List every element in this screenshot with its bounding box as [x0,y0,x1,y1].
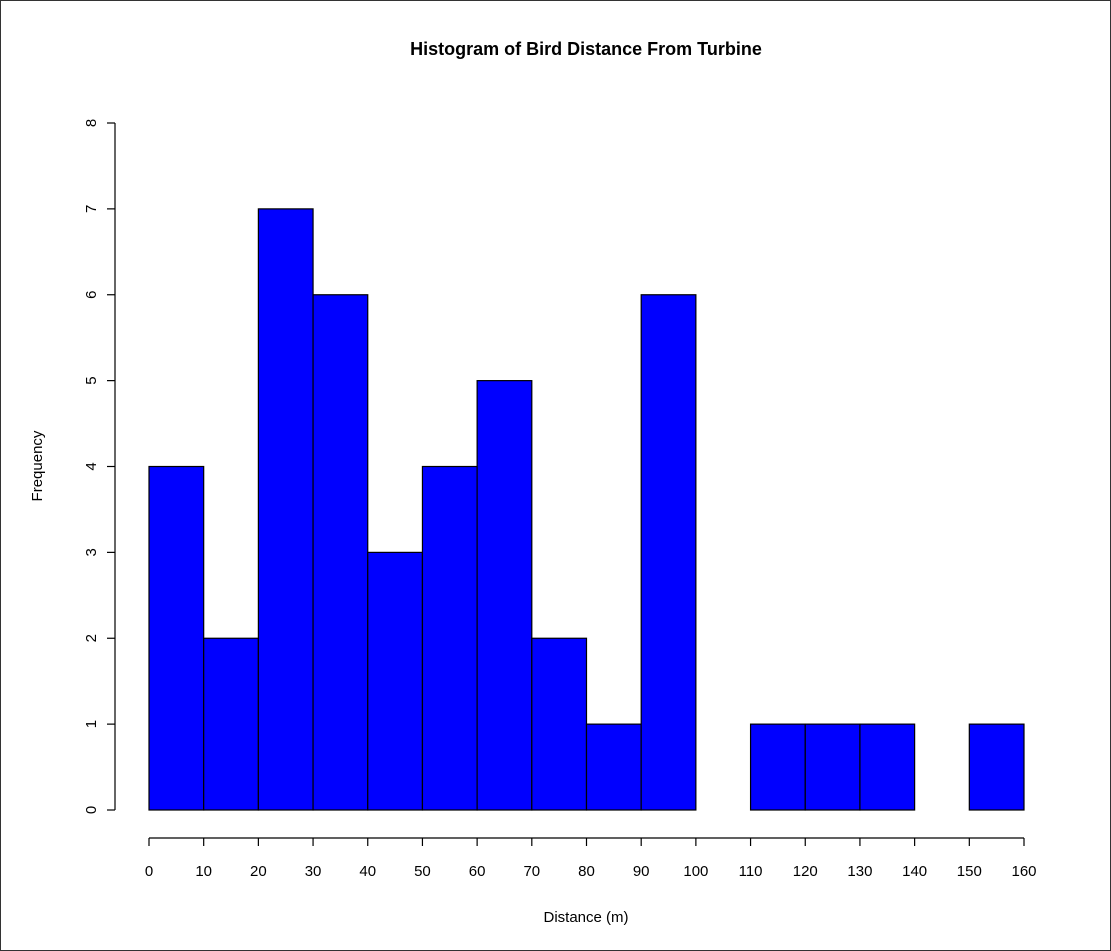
x-tick-label: 20 [250,863,267,880]
x-tick-label: 130 [847,863,872,880]
y-tick-label: 6 [83,291,100,299]
x-tick-label: 90 [633,863,650,880]
bar [421,465,478,811]
chart-title: Histogram of Bird Distance From Turbine [410,39,762,59]
x-tick-label: 70 [523,863,540,880]
y-tick-label: 3 [83,548,100,556]
bar [148,465,205,811]
y-tick-label: 0 [83,806,100,814]
bar [859,723,916,811]
y-axis-label: Frequency [29,430,46,501]
x-tick-label: 0 [145,863,153,880]
x-tick-label: 40 [359,863,376,880]
bar [749,723,806,811]
x-tick-label: 50 [414,863,431,880]
bar [367,551,424,811]
y-tick-label: 2 [83,634,100,642]
bar [257,208,314,811]
y-tick-label: 4 [83,462,100,470]
bar [968,723,1025,811]
x-tick-label: 10 [195,863,212,880]
x-tick-label: 150 [957,863,982,880]
x-tick-label: 140 [902,863,927,880]
bar [640,294,697,811]
x-tick-label: 110 [739,863,763,880]
bar [585,723,642,811]
y-tick-label: 8 [83,119,100,127]
x-tick-label: 160 [1011,863,1036,880]
x-axis-label: Distance (m) [543,909,628,926]
x-tick-label: 80 [578,863,595,880]
y-tick-label: 7 [83,205,100,213]
bar [312,294,369,811]
bar [203,637,259,811]
y-tick-label: 5 [83,376,100,384]
x-tick-label: 30 [305,863,322,880]
x-tick-label: 100 [683,863,708,880]
y-tick-label: 1 [83,720,100,728]
bar [476,380,533,811]
bar [804,723,861,811]
x-tick-label: 120 [793,863,818,880]
bar [531,637,588,811]
x-tick-label: 60 [469,863,486,880]
